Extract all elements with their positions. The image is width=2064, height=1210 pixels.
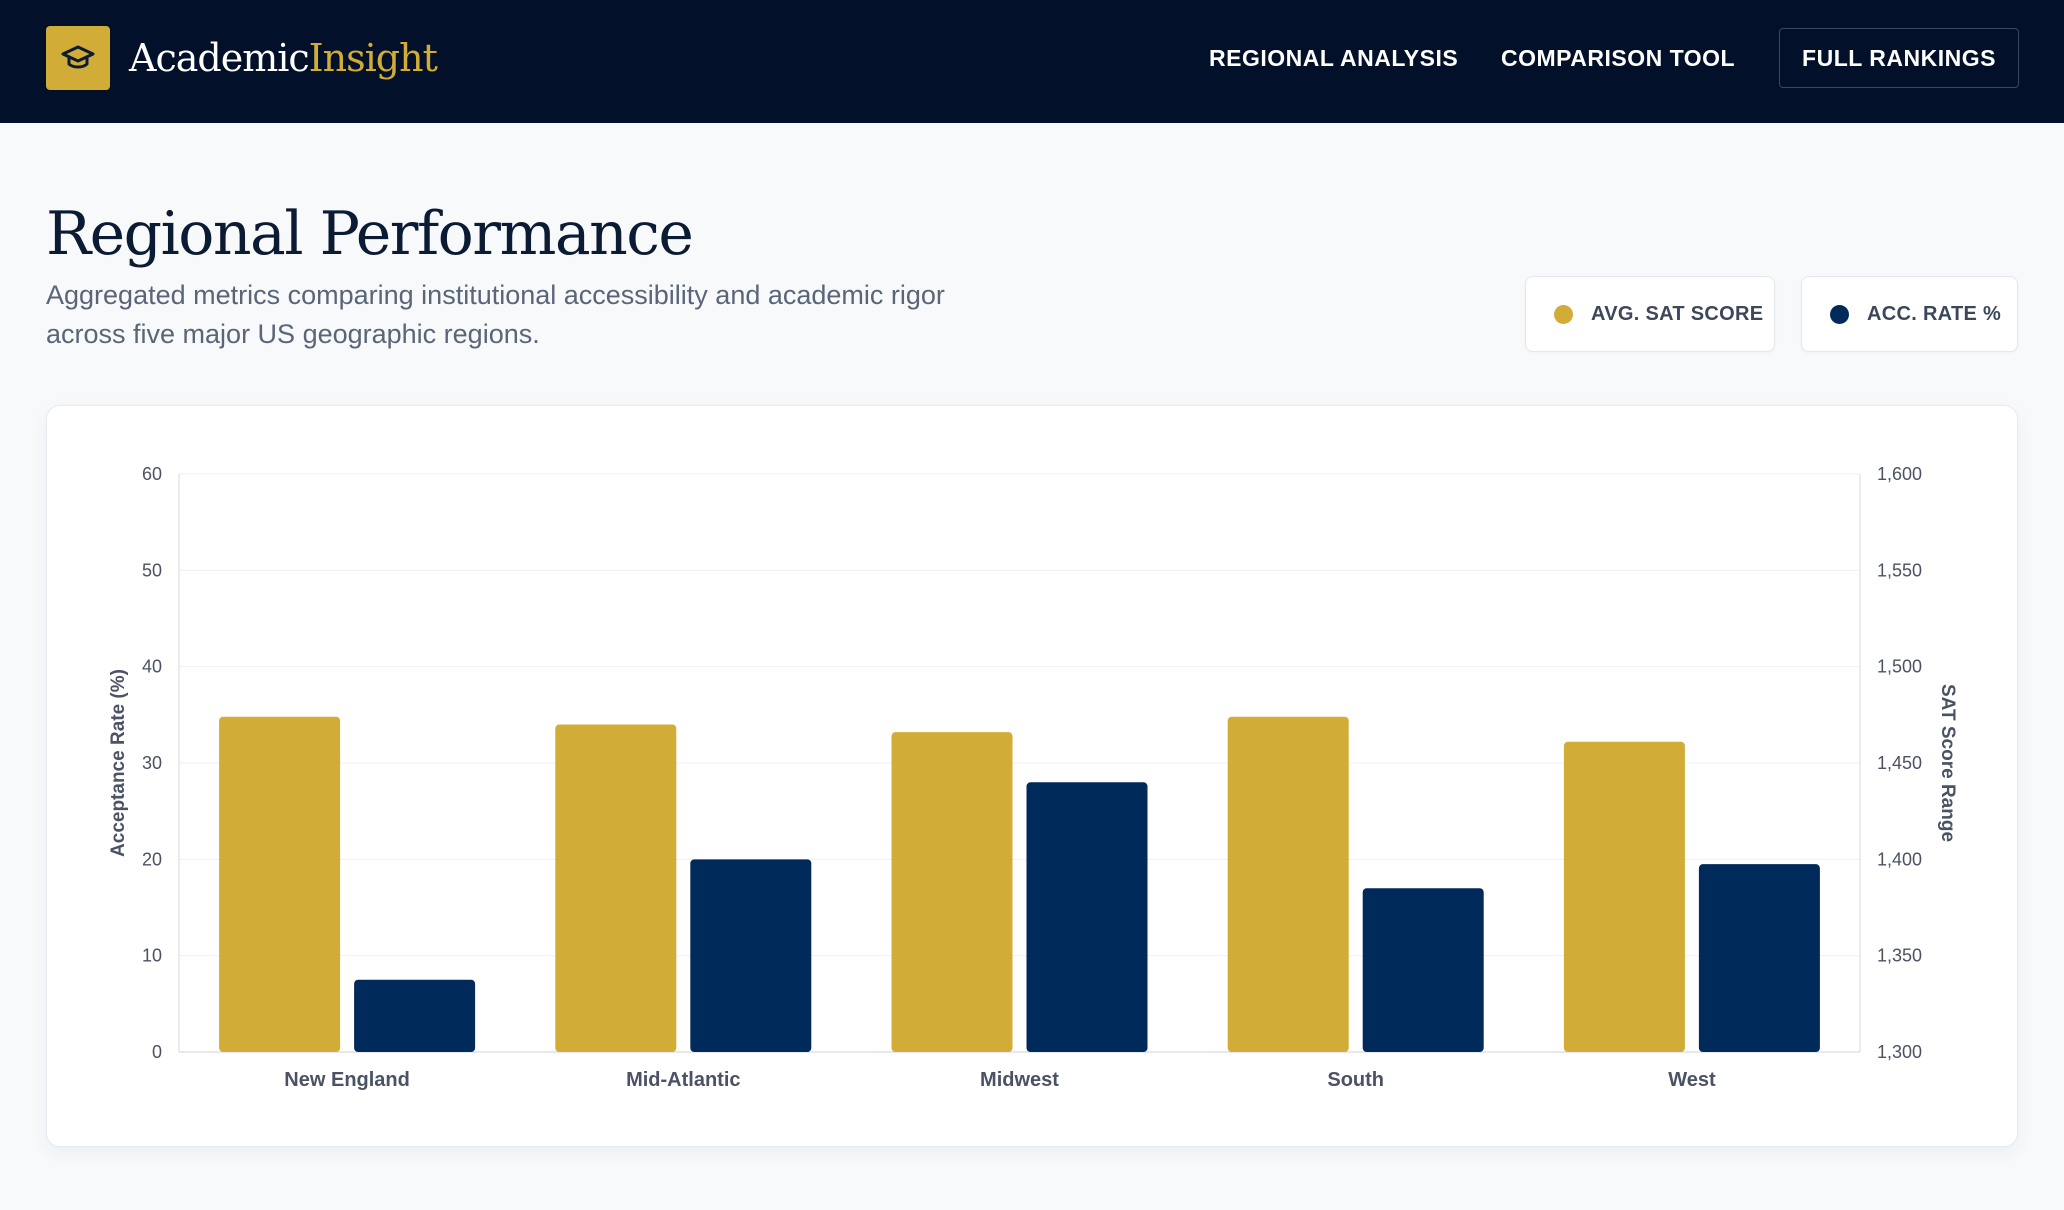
- y-tick-label: 0: [152, 1042, 162, 1062]
- y2-tick-label: 1,550: [1877, 560, 1922, 580]
- y2-axis-title: SAT Score Range: [1937, 684, 1958, 842]
- legend-sat[interactable]: AVG. SAT SCORE: [1525, 276, 1775, 352]
- page-title: Regional Performance: [46, 199, 694, 269]
- y-tick-label: 30: [142, 753, 162, 773]
- bar-acc-1: [690, 859, 812, 1052]
- y-tick-label: 60: [142, 464, 162, 484]
- graduation-cap-icon: [46, 26, 110, 90]
- regional-bar-chart: 0 1,300 10 1,350 20 1,400 30 1,450 40 1,500 50 1,55…: [108, 464, 1958, 1091]
- legend-acc[interactable]: ACC. RATE %: [1801, 276, 2018, 352]
- nav-regional-analysis[interactable]: REGIONAL ANALYSIS: [1209, 45, 1459, 71]
- bar-sat-0: [219, 716, 341, 1052]
- bar-acc-4: [1698, 864, 1820, 1052]
- legend-acc-dot: [1830, 304, 1849, 324]
- bar-acc-2: [1026, 782, 1148, 1052]
- x-category-label: Midwest: [980, 1069, 1059, 1091]
- brand-name-part2: Insight: [308, 36, 438, 80]
- y2-tick-label: 1,300: [1877, 1042, 1922, 1062]
- brand[interactable]: AcademicInsight: [46, 26, 438, 90]
- legend-sat-dot: [1554, 304, 1573, 324]
- legend-sat-label: AVG. SAT SCORE: [1591, 302, 1764, 325]
- page-subtitle: Aggregated metrics comparing institution…: [46, 276, 1046, 354]
- top-navigation-bar: AcademicInsight REGIONAL ANALYSIS COMPAR…: [0, 0, 2064, 123]
- y-axis-title: Acceptance Rate (%): [108, 669, 129, 857]
- x-category-label: South: [1327, 1069, 1384, 1091]
- y2-tick-label: 1,500: [1877, 657, 1922, 677]
- x-category-label: New England: [284, 1069, 410, 1091]
- bar-acc-3: [1362, 888, 1484, 1052]
- y2-tick-label: 1,350: [1877, 946, 1922, 966]
- brand-name: AcademicInsight: [129, 26, 438, 90]
- y-tick-label: 50: [142, 560, 162, 580]
- chart-card: 0 1,300 10 1,350 20 1,400 30 1,450 40 1,500 50 1,55…: [46, 405, 2018, 1147]
- legend-acc-label: ACC. RATE %: [1867, 302, 2002, 325]
- subtitle-line-1: Aggregated metrics comparing institution…: [46, 280, 945, 310]
- bar-sat-1: [555, 724, 677, 1052]
- brand-name-part1: Academic: [129, 36, 310, 80]
- y2-tick-label: 1,450: [1877, 753, 1922, 773]
- full-rankings-button[interactable]: FULL RANKINGS: [1779, 28, 2019, 88]
- y-tick-label: 10: [142, 946, 162, 966]
- y-tick-label: 40: [142, 657, 162, 677]
- bar-sat-3: [1227, 716, 1349, 1052]
- nav-comparison-tool[interactable]: COMPARISON TOOL: [1501, 45, 1736, 71]
- y-tick-label: 20: [142, 849, 162, 869]
- y2-tick-label: 1,600: [1877, 464, 1922, 484]
- bar-acc-0: [354, 979, 476, 1052]
- bar-sat-4: [1563, 741, 1685, 1052]
- x-category-label: Mid-Atlantic: [626, 1069, 740, 1091]
- bar-sat-2: [891, 732, 1013, 1052]
- subtitle-line-2: across five major US geographic regions.: [46, 319, 540, 349]
- x-category-label: West: [1668, 1069, 1716, 1091]
- y2-tick-label: 1,400: [1877, 849, 1922, 869]
